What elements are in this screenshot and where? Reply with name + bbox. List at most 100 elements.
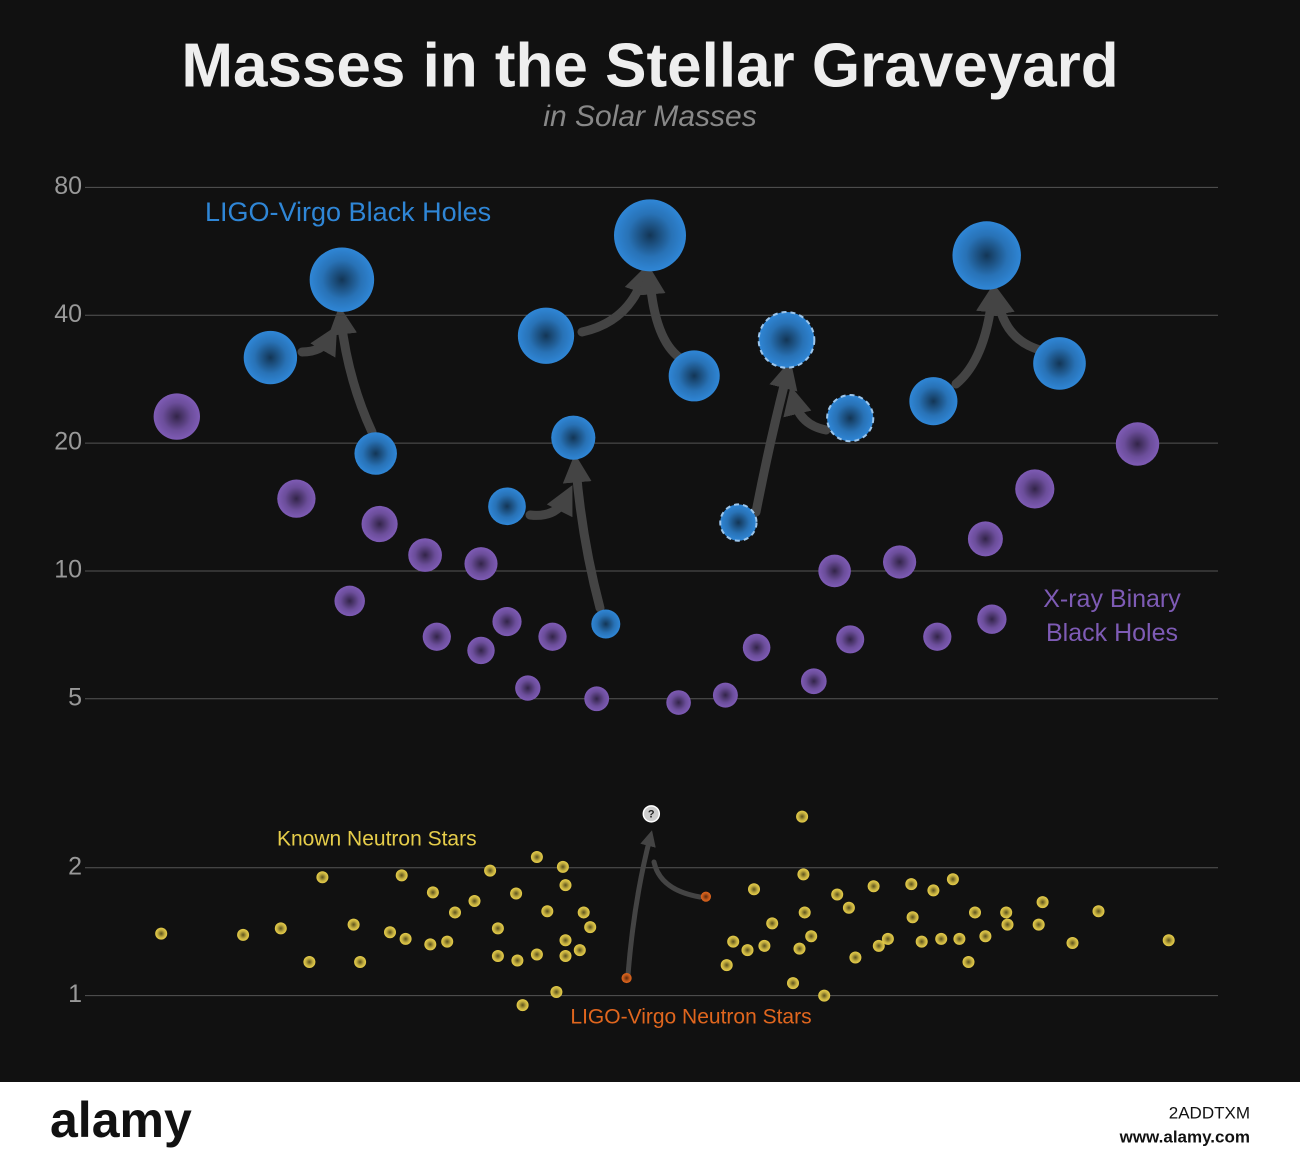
series-label: X-ray Binary Black Holes	[1043, 585, 1181, 647]
point-shade	[511, 954, 524, 967]
point-shade	[441, 935, 454, 948]
point-shade	[491, 922, 504, 935]
point-shade	[827, 395, 874, 442]
point-shade	[909, 377, 958, 426]
arrow	[651, 859, 703, 900]
point-shade	[467, 636, 495, 665]
y-tick-label: 10	[54, 556, 82, 584]
point-shade	[805, 930, 818, 943]
series-label: LIGO-Virgo Black Holes	[205, 197, 491, 227]
point-shade	[967, 521, 1003, 557]
point-shade	[872, 939, 885, 952]
point-shade	[426, 886, 439, 899]
point-shade	[748, 883, 760, 896]
arrow	[783, 385, 831, 435]
y-tick-label: 1	[68, 980, 82, 1008]
point-shade	[1162, 934, 1175, 947]
point-shade	[1092, 905, 1105, 918]
watermark-id: 2ADDTXM	[1169, 1103, 1250, 1122]
watermark-logo: alamy	[50, 1092, 192, 1148]
point-shade	[277, 479, 316, 518]
chart-subtitle: in Solar Masses	[543, 100, 756, 133]
point-shade	[538, 622, 567, 651]
point-shade	[153, 393, 200, 440]
point-shade	[621, 972, 632, 984]
point-shade	[1015, 469, 1055, 509]
point-shade	[979, 930, 992, 943]
point-shade	[464, 547, 498, 581]
point-shade	[977, 604, 1007, 634]
point-shade	[818, 989, 831, 1002]
point-shade	[491, 949, 504, 962]
point-shade	[1032, 918, 1045, 931]
point-shade	[530, 948, 543, 961]
point-shade	[727, 935, 740, 948]
point-shade	[720, 504, 757, 541]
point-shade	[1036, 896, 1049, 909]
arrow	[636, 265, 685, 363]
point-shade	[712, 682, 738, 708]
annotation-point	[642, 805, 661, 823]
point-shade	[515, 675, 541, 701]
point-shade	[742, 633, 771, 662]
arrow	[525, 485, 573, 520]
point-shade	[449, 906, 461, 919]
point-shade	[541, 905, 554, 918]
point-shade	[1066, 937, 1079, 950]
point-shade	[831, 888, 844, 901]
point-shade	[953, 932, 966, 945]
point-shade	[347, 918, 360, 931]
point-shade	[836, 625, 865, 654]
point-shade	[577, 906, 590, 919]
point-shade	[881, 932, 894, 945]
point-shade	[573, 944, 586, 957]
point-shade	[793, 942, 806, 955]
point-shade	[516, 999, 529, 1012]
watermark-bar	[0, 1082, 1300, 1172]
point-shade	[510, 887, 523, 900]
point-shade	[923, 622, 952, 651]
point-shade	[303, 956, 316, 969]
arrow	[751, 360, 798, 517]
point-shade	[962, 956, 975, 969]
arrow	[297, 325, 338, 358]
arrow	[328, 305, 377, 437]
point-shade	[550, 985, 563, 998]
point-shade	[384, 926, 396, 939]
point-shade	[354, 956, 367, 969]
point-shade	[517, 307, 575, 364]
point-shade	[237, 928, 250, 941]
point-shade	[584, 686, 610, 712]
point-shade	[424, 938, 437, 951]
point-shade	[1000, 906, 1013, 919]
point-shade	[484, 864, 497, 877]
point-shade	[766, 917, 779, 930]
watermark-url: www.alamy.com	[1119, 1127, 1250, 1146]
point-shade	[905, 878, 918, 891]
point-shade	[530, 851, 543, 864]
point-shade	[666, 690, 691, 715]
point-shade	[797, 868, 810, 881]
point-shade	[818, 554, 851, 588]
point-shade	[1115, 422, 1160, 466]
point-shade	[614, 199, 686, 272]
point-shade	[274, 922, 287, 935]
point-shade	[849, 951, 862, 964]
point-shade	[800, 668, 827, 695]
y-tick-label: 5	[68, 683, 82, 711]
point-shade	[915, 935, 928, 948]
point-shade	[551, 415, 596, 460]
marks: ?	[153, 199, 1175, 1012]
point-shade	[309, 247, 375, 312]
merger-arrows	[297, 264, 1045, 978]
point-shade	[408, 538, 442, 572]
chart-title: Masses in the Stellar Graveyard	[181, 31, 1118, 100]
point-shade	[468, 895, 481, 908]
point-shade	[492, 606, 522, 637]
arrow	[562, 453, 605, 613]
arrow	[986, 285, 1045, 355]
point-shade	[559, 879, 572, 892]
grid: 1 2 5 10 20 40 80	[54, 172, 1218, 1008]
